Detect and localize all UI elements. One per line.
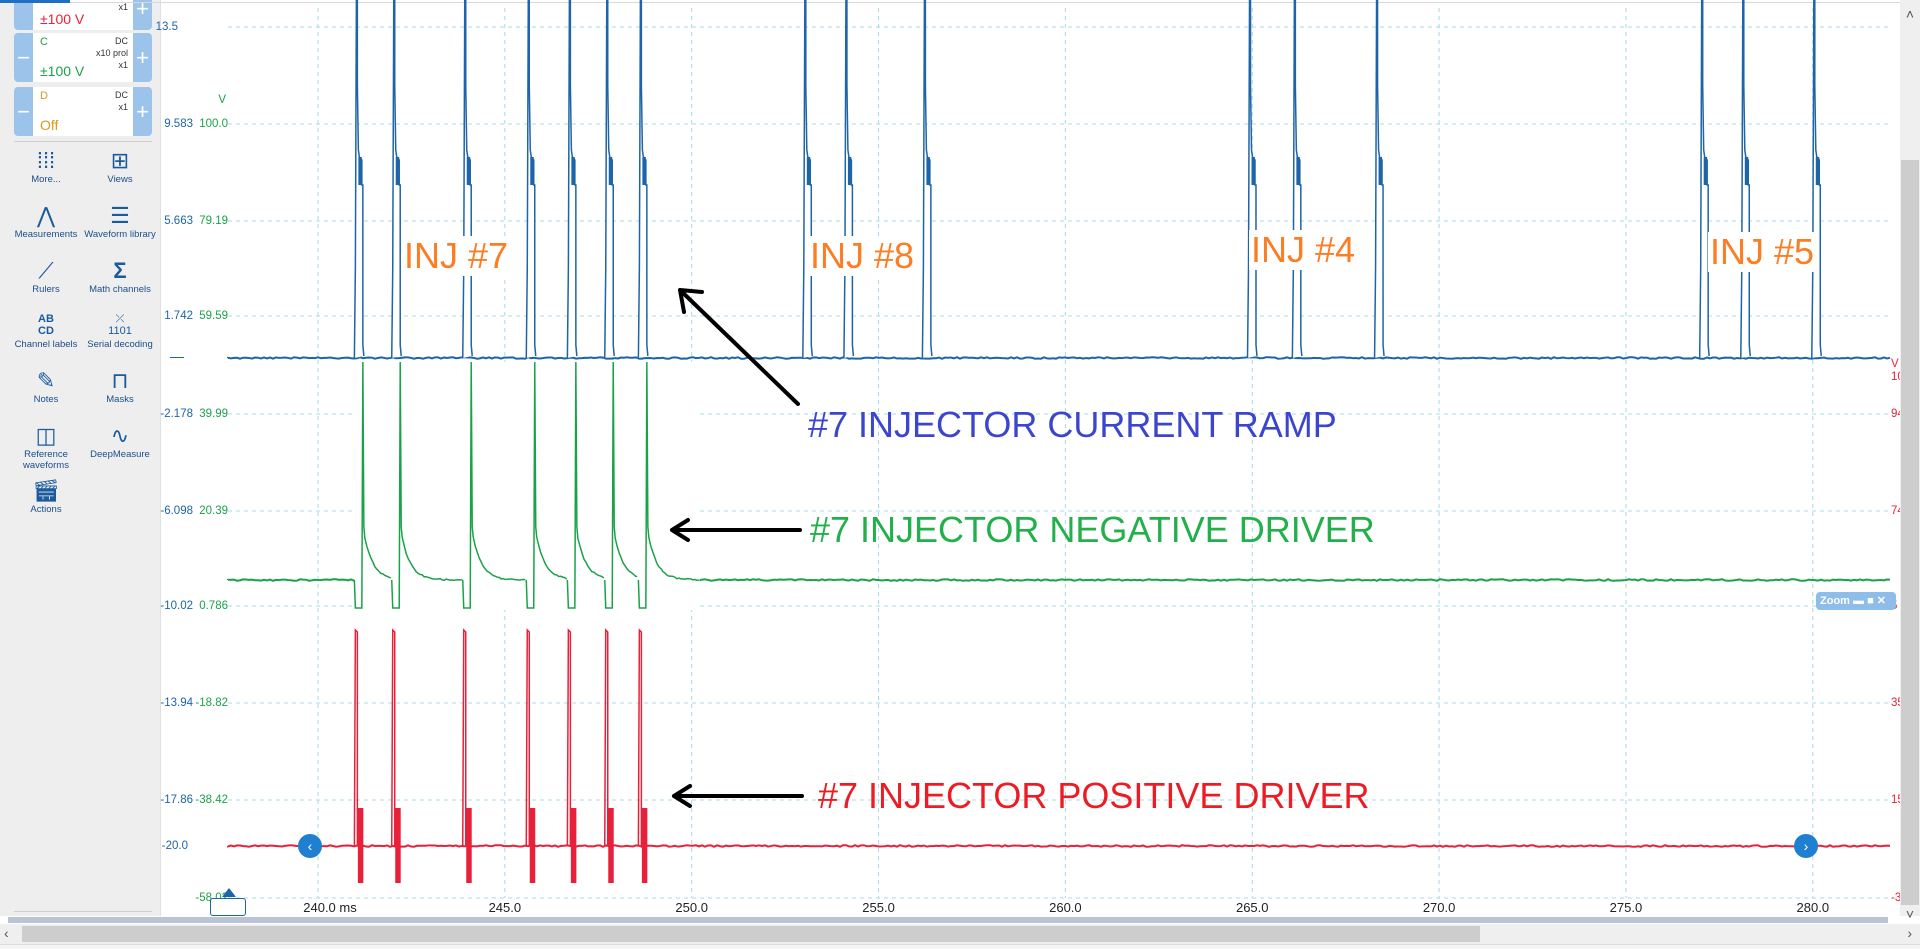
green-callout-label: #7 INJECTOR NEGATIVE DRIVER bbox=[810, 510, 1375, 550]
x-tick-label: 280.0 bbox=[1797, 900, 1830, 915]
x-tick-label: 265.0 bbox=[1236, 900, 1269, 915]
horizontal-scroll-thumb[interactable] bbox=[22, 926, 1480, 942]
blue-callout-label: #7 INJECTOR CURRENT RAMP bbox=[808, 405, 1337, 445]
time-ruler-bar[interactable] bbox=[8, 917, 1888, 923]
chevron-left-icon[interactable]: ‹ bbox=[4, 925, 9, 941]
red-pulse-burst bbox=[642, 808, 647, 883]
blue-pulse-ripple bbox=[848, 157, 851, 185]
blue-pulse-ripple bbox=[571, 157, 574, 185]
red-pulse-burst bbox=[571, 808, 576, 883]
blue-pulse-ripple bbox=[1252, 157, 1255, 185]
red-pulse-burst bbox=[608, 808, 613, 883]
red-pulse-burst bbox=[358, 808, 363, 883]
x-tick-label: 255.0 bbox=[862, 900, 895, 915]
red-pulse-spike bbox=[354, 630, 357, 846]
scroll-right-button[interactable]: › bbox=[1794, 834, 1818, 858]
blue-pulse-ripple bbox=[642, 157, 645, 185]
green-pulse-mask bbox=[354, 362, 391, 610]
green-pulse-mask bbox=[392, 362, 463, 610]
chevron-down-icon[interactable]: ˅ bbox=[1900, 906, 1920, 922]
zoom-label: Zoom bbox=[1820, 595, 1850, 607]
blue-trace-baseline bbox=[228, 357, 1890, 359]
close-icon[interactable]: ✕ bbox=[1877, 595, 1886, 607]
blue-pulse-ripple bbox=[609, 157, 612, 185]
annotation-inj5: INJ #5 bbox=[1708, 232, 1816, 272]
red-pulse-burst bbox=[395, 808, 400, 883]
blue-pulse-ripple bbox=[396, 157, 399, 185]
blue-pulse-ripple bbox=[1379, 157, 1382, 185]
scroll-left-button[interactable]: ‹ bbox=[298, 834, 322, 858]
chevron-right-icon[interactable]: › bbox=[1907, 925, 1912, 941]
blue-pulse-ripple bbox=[926, 157, 929, 185]
trigger-marker[interactable] bbox=[210, 898, 246, 916]
red-pulse-spike bbox=[463, 630, 466, 846]
blue-pulse-ripple bbox=[1704, 157, 1707, 185]
x-tick-label: 275.0 bbox=[1610, 900, 1643, 915]
blue-pulse-ripple bbox=[1745, 157, 1748, 185]
green-pulse-mask bbox=[526, 362, 567, 610]
blue-pulse-ripple bbox=[467, 157, 470, 185]
red-pulse-spike bbox=[526, 630, 529, 846]
red-trace-baseline bbox=[228, 845, 1890, 847]
red-pulse-spike bbox=[392, 630, 395, 846]
vertical-scroll-thumb[interactable] bbox=[1901, 160, 1919, 905]
annotation-inj8: INJ #8 bbox=[808, 236, 916, 276]
blue-pulse-ripple bbox=[358, 157, 361, 185]
x-tick-label: 245.0 bbox=[489, 900, 522, 915]
chevron-left-icon: ‹ bbox=[308, 838, 313, 854]
red-pulse-spike bbox=[605, 630, 608, 846]
chevron-right-icon: › bbox=[1804, 838, 1809, 854]
x-tick-label: 250.0 bbox=[675, 900, 708, 915]
zoom-overview-widget[interactable]: Zoom ▬ ■ ✕ bbox=[1816, 592, 1896, 610]
x-tick-label: 270.0 bbox=[1423, 900, 1456, 915]
red-pulse-spike bbox=[638, 630, 641, 846]
x-tick-label: 240.0 ms bbox=[303, 900, 356, 915]
chevron-up-icon[interactable]: ˄ bbox=[1900, 6, 1920, 22]
annotation-inj4: INJ #4 bbox=[1249, 230, 1357, 270]
maximize-icon[interactable]: ■ bbox=[1867, 595, 1874, 607]
annotation-inj7: INJ #7 bbox=[402, 236, 510, 276]
green-pulse-mask bbox=[605, 362, 639, 610]
blue-pulse-ripple bbox=[1816, 157, 1819, 185]
red-callout-arrow bbox=[674, 786, 802, 806]
trigger-arrow-icon[interactable] bbox=[222, 888, 236, 897]
red-pulse-burst bbox=[530, 808, 535, 883]
blue-pulse-ripple bbox=[1296, 157, 1299, 185]
red-callout-label: #7 INJECTOR POSITIVE DRIVER bbox=[818, 776, 1369, 816]
blue-pulse-ripple bbox=[807, 157, 810, 185]
minimize-icon[interactable]: ▬ bbox=[1853, 595, 1864, 607]
red-pulse-burst bbox=[466, 808, 471, 883]
red-pulse-spike bbox=[567, 630, 570, 846]
green-pulse-mask bbox=[567, 362, 604, 610]
blue-pulse-ripple bbox=[530, 157, 533, 185]
x-tick-label: 260.0 bbox=[1049, 900, 1082, 915]
status-footer bbox=[0, 944, 1920, 949]
